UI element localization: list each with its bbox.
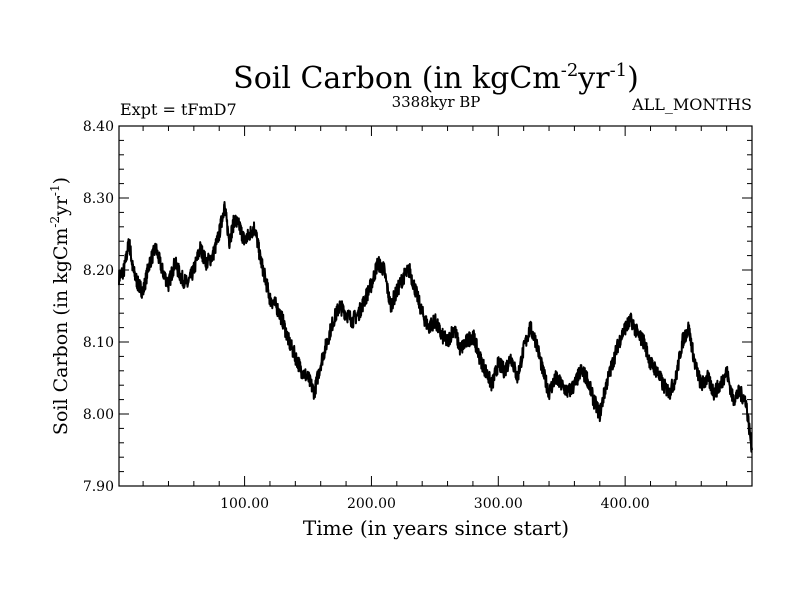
y-axis-label: Soil Carbon (in kgCm-2yr-1) — [48, 177, 72, 435]
y-tick-label: 7.90 — [83, 479, 114, 495]
subtitle-center: 3388kyr BP — [392, 93, 481, 111]
subtitle-left: Expt = tFmD7 — [120, 100, 237, 119]
x-axis: 100.00 200.00 300.00 400.00 — [142, 126, 728, 512]
series-line-soil-carbon — [118, 201, 753, 453]
subtitle-right: ALL_MONTHS — [631, 95, 752, 114]
y-axis: 7.90 8.00 8.10 8.20 8.30 8.40 — [83, 119, 752, 495]
y-tick-label: 8.00 — [83, 407, 114, 423]
y-tick-label: 8.40 — [83, 119, 114, 135]
y-tick-label: 8.20 — [83, 263, 114, 279]
x-axis-label: Time (in years since start) — [303, 516, 569, 540]
y-tick-label: 8.30 — [83, 191, 114, 207]
chart-title: Soil Carbon (in kgCm-2yr-1) — [233, 60, 639, 96]
plot-frame — [118, 125, 753, 487]
x-tick-label: 400.00 — [601, 496, 650, 512]
y-tick-label: 8.10 — [83, 335, 114, 351]
x-tick-label: 200.00 — [347, 496, 396, 512]
x-tick-label: 300.00 — [474, 496, 523, 512]
x-tick-label: 100.00 — [220, 496, 269, 512]
